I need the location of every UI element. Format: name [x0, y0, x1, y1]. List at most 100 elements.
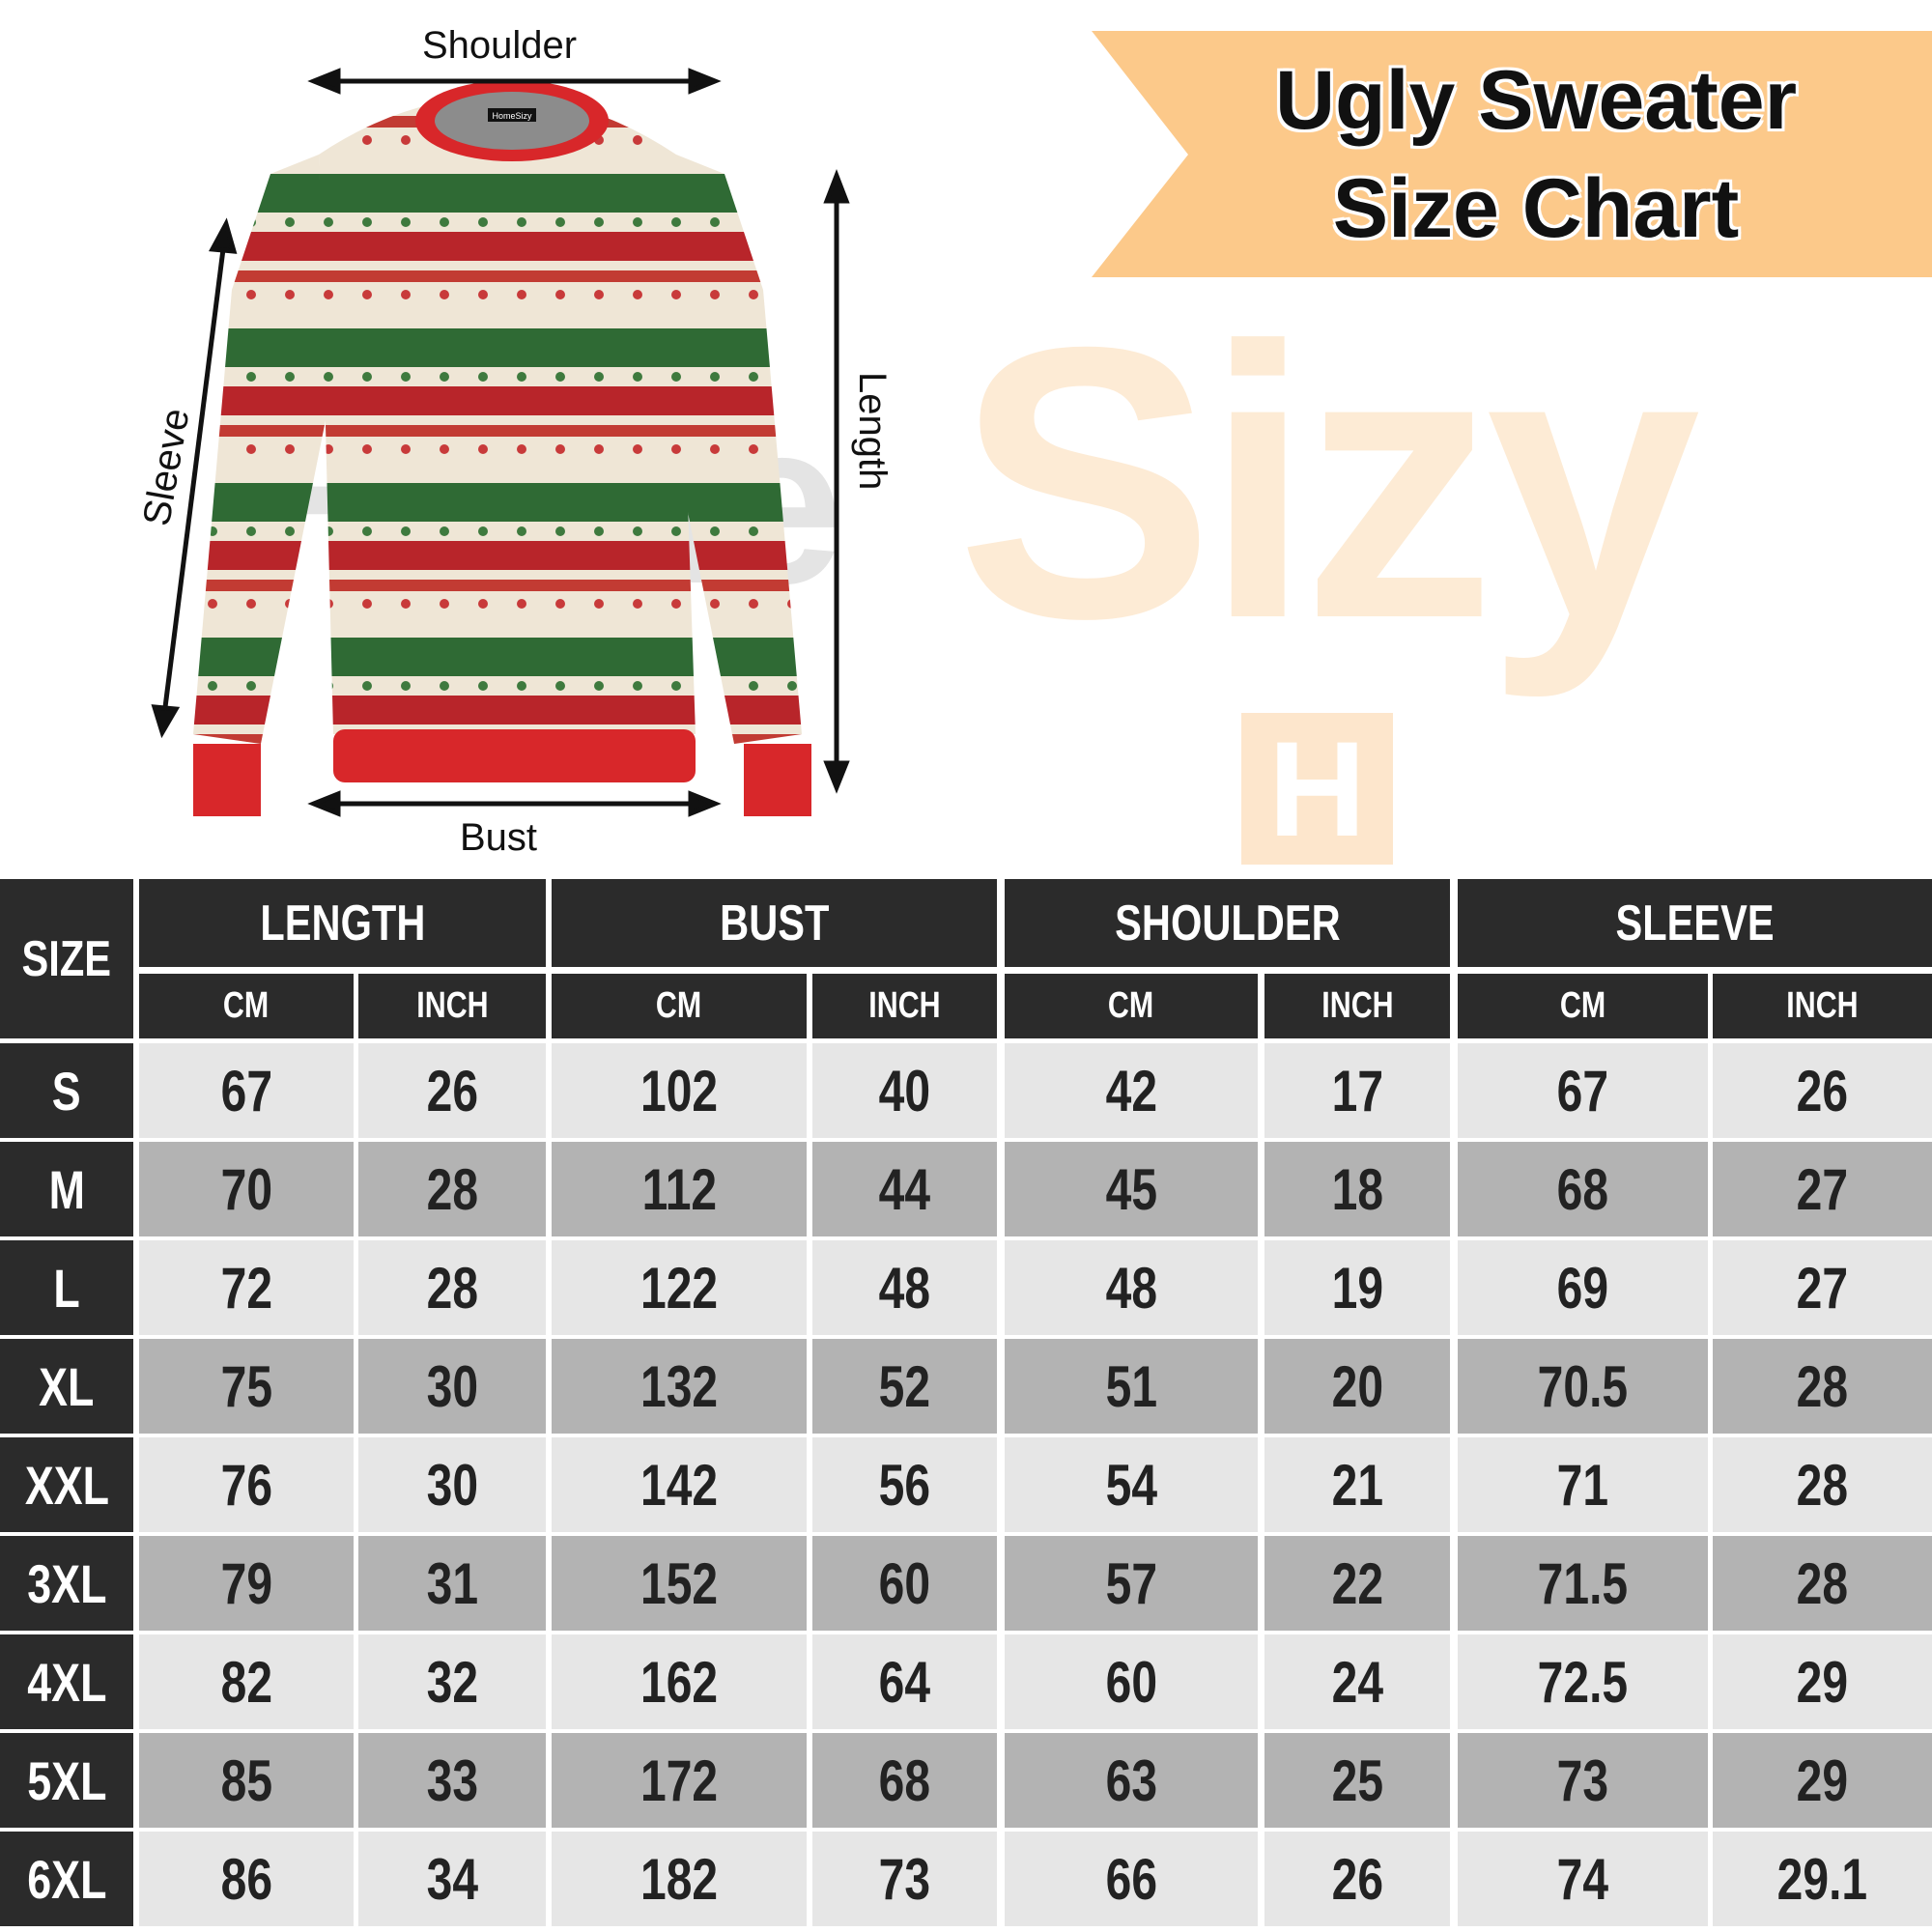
- value-cell-text: 142: [639, 1452, 719, 1518]
- value-cell: 48: [812, 1240, 997, 1335]
- title-line-2: Size Chart: [1332, 162, 1740, 255]
- value-cell: 122: [552, 1240, 807, 1335]
- size-cell-text: XL: [39, 1355, 95, 1417]
- value-cell-text: 28: [1796, 1353, 1849, 1419]
- unit-header: INCH: [812, 974, 997, 1038]
- value-cell-text: 27: [1796, 1255, 1849, 1321]
- value-cell: 72.5: [1458, 1634, 1708, 1729]
- value-cell: 73: [812, 1832, 997, 1926]
- unit-header-text: INCH: [1321, 985, 1394, 1026]
- unit-header: CM: [552, 974, 807, 1038]
- value-cell: 79: [139, 1536, 354, 1631]
- value-cell-text: 73: [1556, 1747, 1609, 1813]
- size-cell-text: L: [53, 1257, 80, 1319]
- value-cell-text: 182: [639, 1846, 719, 1912]
- value-cell-text: 75: [220, 1353, 272, 1419]
- value-cell: 25: [1264, 1733, 1450, 1828]
- value-cell-text: 72: [220, 1255, 272, 1321]
- value-cell: 182: [552, 1832, 807, 1926]
- value-cell: 27: [1713, 1240, 1932, 1335]
- value-cell: 67: [139, 1043, 354, 1138]
- value-cell: 52: [812, 1339, 997, 1434]
- unit-header: INCH: [1713, 974, 1932, 1038]
- value-cell-text: 102: [639, 1058, 719, 1123]
- value-cell-text: 30: [426, 1353, 478, 1419]
- sweater-body: [319, 97, 696, 734]
- value-cell: 30: [358, 1437, 546, 1532]
- value-cell: 26: [1264, 1832, 1450, 1926]
- value-cell-text: 122: [639, 1255, 719, 1321]
- measure-arrows: [151, 68, 850, 817]
- value-cell-text: 112: [641, 1156, 717, 1222]
- unit-header-text: CM: [1559, 985, 1606, 1026]
- group-header-length: LENGTH: [139, 879, 546, 967]
- shoulder-label: Shoulder: [422, 24, 578, 67]
- value-cell-text: 27: [1796, 1156, 1849, 1222]
- unit-header-text: CM: [656, 985, 702, 1026]
- value-cell: 172: [552, 1733, 807, 1828]
- value-cell: 28: [1713, 1339, 1932, 1434]
- value-cell: 19: [1264, 1240, 1450, 1335]
- value-cell: 132: [552, 1339, 807, 1434]
- value-cell-text: 73: [878, 1846, 931, 1912]
- value-cell-text: 29: [1796, 1649, 1849, 1715]
- value-cell-text: 82: [220, 1649, 272, 1715]
- value-cell: 27: [1713, 1142, 1932, 1236]
- size-cell: 6XL: [0, 1832, 133, 1926]
- value-cell-text: 66: [1105, 1846, 1157, 1912]
- value-cell: 68: [1458, 1142, 1708, 1236]
- value-cell: 42: [1005, 1043, 1258, 1138]
- length-label: Length: [851, 372, 894, 491]
- value-cell-text: 31: [426, 1550, 478, 1616]
- value-cell: 63: [1005, 1733, 1258, 1828]
- value-cell-text: 29.1: [1776, 1846, 1868, 1912]
- value-cell: 30: [358, 1339, 546, 1434]
- value-cell-text: 60: [1105, 1649, 1157, 1715]
- group-header-sleeve: SLEEVE: [1458, 879, 1932, 967]
- value-cell: 29: [1713, 1634, 1932, 1729]
- title-banner: [1092, 31, 1932, 277]
- size-header: SIZE: [0, 879, 133, 1038]
- value-cell-text: 71.5: [1537, 1550, 1629, 1616]
- group-header-shoulder-text: SHOULDER: [1114, 895, 1341, 952]
- value-cell: 18: [1264, 1142, 1450, 1236]
- value-cell: 71: [1458, 1437, 1708, 1532]
- group-header-shoulder: SHOULDER: [1005, 879, 1450, 967]
- value-cell: 68: [812, 1733, 997, 1828]
- unit-header-text: CM: [1108, 985, 1154, 1026]
- watermark-logo: H: [1241, 713, 1393, 865]
- value-cell-text: 72.5: [1537, 1649, 1629, 1715]
- value-cell-text: 76: [220, 1452, 272, 1518]
- size-cell-text: 3XL: [26, 1552, 107, 1614]
- value-cell: 66: [1005, 1832, 1258, 1926]
- value-cell: 44: [812, 1142, 997, 1236]
- value-cell-text: 28: [1796, 1550, 1849, 1616]
- size-cell: 5XL: [0, 1733, 133, 1828]
- value-cell-text: 19: [1331, 1255, 1383, 1321]
- value-cell-text: 172: [639, 1747, 719, 1813]
- bust-label: Bust: [460, 816, 538, 859]
- value-cell: 57: [1005, 1536, 1258, 1631]
- value-cell: 26: [358, 1043, 546, 1138]
- value-cell-text: 69: [1556, 1255, 1609, 1321]
- value-cell-text: 67: [220, 1058, 272, 1123]
- value-cell-text: 51: [1105, 1353, 1157, 1419]
- left-sleeve: [193, 155, 328, 744]
- unit-header: CM: [139, 974, 354, 1038]
- size-cell-text: 5XL: [26, 1749, 107, 1811]
- value-cell-text: 152: [639, 1550, 719, 1616]
- value-cell: 40: [812, 1043, 997, 1138]
- value-cell: 64: [812, 1634, 997, 1729]
- value-cell-text: 34: [426, 1846, 478, 1912]
- value-cell-text: 64: [878, 1649, 931, 1715]
- value-cell: 69: [1458, 1240, 1708, 1335]
- value-cell: 112: [552, 1142, 807, 1236]
- value-cell-text: 70.5: [1537, 1353, 1629, 1419]
- value-cell: 60: [1005, 1634, 1258, 1729]
- watermark-sizy: Sizy: [956, 267, 1700, 698]
- value-cell: 67: [1458, 1043, 1708, 1138]
- value-cell-text: 28: [1796, 1452, 1849, 1518]
- value-cell-text: 48: [1105, 1255, 1157, 1321]
- value-cell: 75: [139, 1339, 354, 1434]
- size-cell-text: M: [48, 1158, 85, 1220]
